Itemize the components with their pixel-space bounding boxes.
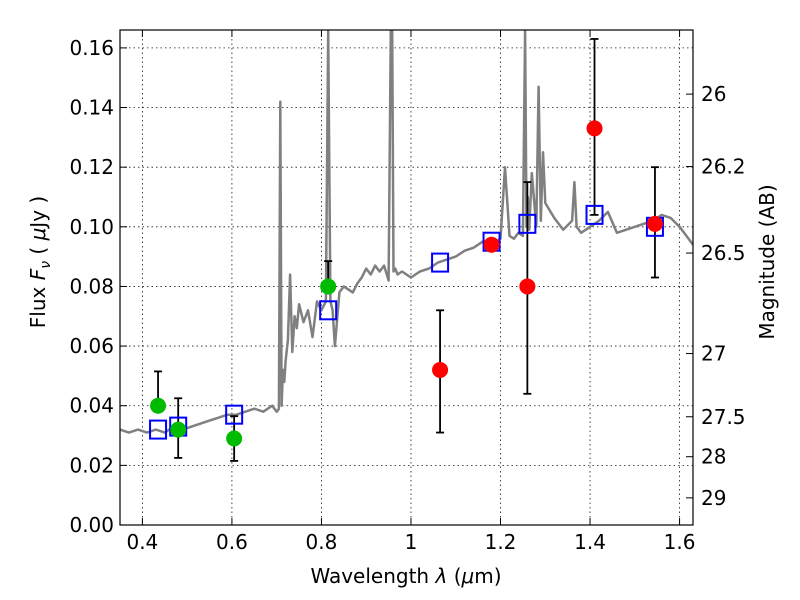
y-tick-label: 0.14 xyxy=(69,96,114,120)
optical-point xyxy=(320,278,337,295)
nir-point xyxy=(483,236,500,253)
y2-tick-label: 28 xyxy=(701,445,726,469)
y-tick-label: 0.12 xyxy=(69,155,114,179)
optical-point xyxy=(226,430,243,447)
x-tick-label: 1.4 xyxy=(574,530,606,554)
optical-point xyxy=(150,397,167,414)
y-tick-label: 0.16 xyxy=(69,36,114,60)
x-tick-label: 0.4 xyxy=(126,530,158,554)
y-tick-label: 0.10 xyxy=(69,215,114,239)
nir-point xyxy=(646,215,663,232)
y2-tick-label: 26.5 xyxy=(701,241,746,265)
model-square xyxy=(319,300,338,321)
x-axis-title: Wavelength λ (μm) xyxy=(310,564,501,588)
y-tick-label: 0.06 xyxy=(69,334,114,358)
plot-area xyxy=(120,30,693,462)
y-tick-label: 0.08 xyxy=(69,274,114,298)
model-square xyxy=(585,204,604,225)
y-axis-title: Flux Fν ( μJy ) xyxy=(26,196,54,328)
x-tick-label: 0.8 xyxy=(306,530,338,554)
grid-lines xyxy=(120,30,693,525)
plot-frame xyxy=(119,29,694,526)
nir-point xyxy=(432,361,449,378)
axis-ticks: 0.4 0.6 0.8 1 1.2 1.4 1.6 0.00 0.02 0.04 0.06 0.08 0… xyxy=(69,30,746,554)
x-tick-label: 1.6 xyxy=(664,530,696,554)
model-square xyxy=(225,404,244,425)
y-tick-label: 0.00 xyxy=(69,513,114,537)
y2-tick-label: 29 xyxy=(701,486,726,510)
optical-point xyxy=(170,421,187,438)
y-tick-label: 0.02 xyxy=(69,453,114,477)
model-square xyxy=(431,252,450,273)
y2-tick-label: 26 xyxy=(701,82,726,106)
y2-tick-label: 27 xyxy=(701,342,726,366)
model-square xyxy=(149,419,168,440)
x-tick-label: 1 xyxy=(405,530,418,554)
y-tick-label: 0.04 xyxy=(69,394,114,418)
x-tick-label: 0.6 xyxy=(216,530,248,554)
x-tick-label: 1.2 xyxy=(485,530,517,554)
y2-tick-label: 26.2 xyxy=(701,155,746,179)
y2-tick-label: 27.5 xyxy=(701,405,746,429)
y2-axis-title: Magnitude (AB) xyxy=(755,184,779,339)
nir-point xyxy=(519,278,536,295)
spectrum-line xyxy=(120,30,693,434)
model-square xyxy=(518,213,537,234)
nir-point xyxy=(586,120,603,137)
